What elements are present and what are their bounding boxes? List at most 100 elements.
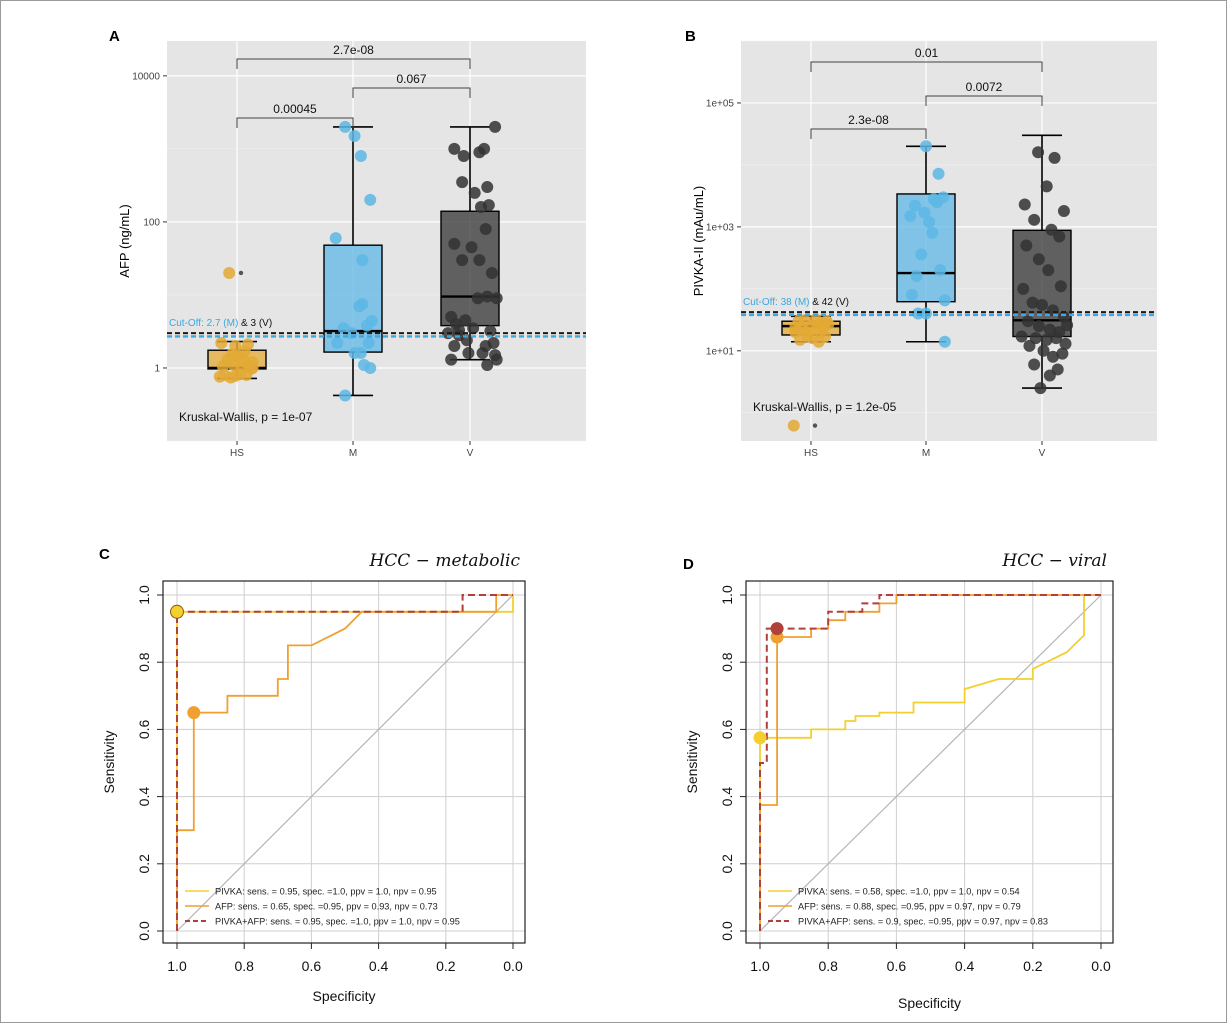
data-point-v <box>489 349 502 362</box>
box-iqr <box>323 244 383 353</box>
cutoff-label: Cut-Off: 2.7 (M) & 3 (V) <box>169 318 272 329</box>
data-point-hs <box>246 356 259 369</box>
panel-letter: B <box>685 28 696 45</box>
legend-entry: PIVKA: sens. = 0.95, spec. =1.0, ppv = 1… <box>215 887 437 897</box>
data-point-hs <box>789 326 802 339</box>
data-point-v <box>471 292 484 305</box>
y-tick-label: 0.8 <box>136 652 152 672</box>
data-point-v <box>1018 198 1031 211</box>
comparison-bracket <box>810 128 927 139</box>
legend: PIVKA: sens. = 0.58, spec. =1.0, ppv = 1… <box>768 887 1048 927</box>
panel-letter: D <box>683 556 694 573</box>
data-point-v <box>1046 350 1059 363</box>
comparison-bracket <box>925 95 1043 106</box>
data-point-v <box>456 254 469 267</box>
legend-entry: AFP: sens. = 0.88, spec. =0.95, ppv = 0.… <box>798 902 1021 912</box>
data-point-v <box>1028 213 1041 226</box>
data-point-v <box>468 186 481 199</box>
x-tick-label: V <box>1039 448 1046 459</box>
data-point-m <box>904 209 917 222</box>
x-tick-label: M <box>922 448 930 459</box>
x-tick-label: 0.2 <box>1023 958 1043 974</box>
data-point-m <box>348 347 361 360</box>
y-tick-label: 0.4 <box>136 787 152 807</box>
data-point-m <box>918 206 931 219</box>
data-point-m <box>923 215 936 228</box>
data-point-v <box>1054 280 1067 293</box>
data-point-m <box>339 389 352 402</box>
data-point-v <box>479 222 492 235</box>
legend-entry: AFP: sens. = 0.65, spec. =0.95, ppv = 0.… <box>215 902 438 912</box>
y-tick-label: 0.4 <box>719 787 735 807</box>
data-point-v <box>482 199 495 212</box>
data-point-hs <box>812 335 825 348</box>
data-point-v <box>1026 296 1039 309</box>
y-tick-label: 1e+05 <box>706 98 735 109</box>
roc-curve-afp <box>176 594 513 931</box>
data-point-hs <box>215 336 228 349</box>
comparison-bracket <box>236 58 471 69</box>
y-tick-label: 0.0 <box>136 921 152 941</box>
x-tick-label: 0.0 <box>503 958 523 974</box>
cutoff-label-m: Cut-Off: 38 (M) <box>743 297 810 308</box>
x-tick-label: HS <box>230 448 244 459</box>
roc-curve-pivka <box>759 595 1085 931</box>
operating-point-pivka <box>170 604 184 619</box>
diagonal-reference <box>176 594 514 932</box>
cutoff-label-m: Cut-Off: 2.7 (M) <box>169 318 238 329</box>
legend-entry: PIVKA+AFP: sens. = 0.9, spec. =0.95, ppv… <box>798 917 1048 927</box>
data-point-hs <box>787 419 800 432</box>
legend-entry: PIVKA: sens. = 0.58, spec. =1.0, ppv = 1… <box>798 887 1020 897</box>
y-tick-label: 0.0 <box>719 921 735 941</box>
data-point-v <box>1048 151 1061 164</box>
data-point-v <box>476 347 489 360</box>
y-axis-label: PIVKA-II (mAu/mL) <box>691 186 706 297</box>
panel-d: D HCC − viral 1.0 0.8 0.6 0.4 0.2 0.0 0.0 0.2 0.4 0… <box>683 551 1114 1011</box>
y-tick-label: 1.0 <box>719 585 735 605</box>
data-point-v <box>1020 239 1033 252</box>
data-point-v <box>1021 315 1034 328</box>
comparison-bracket <box>810 61 1043 72</box>
data-point-v <box>1042 264 1055 277</box>
y-tick-label: 100 <box>143 217 160 228</box>
data-point-v <box>457 149 470 162</box>
y-axis-label: Sensitivity <box>101 730 117 793</box>
data-point-v <box>1046 304 1059 317</box>
comparison-p-value: 2.3e-08 <box>848 113 889 127</box>
data-point-v <box>1045 223 1058 236</box>
data-point-v <box>1032 146 1045 159</box>
cutoff-label: Cut-Off: 38 (M) & 42 (V) <box>743 297 849 308</box>
data-point-m <box>354 149 367 162</box>
data-point-v <box>459 314 472 327</box>
comparison-bracket <box>352 87 471 98</box>
data-point-v <box>467 322 480 335</box>
data-point-v <box>489 120 502 133</box>
diagonal-reference <box>759 594 1102 932</box>
data-point-m <box>362 336 375 349</box>
data-point-m <box>364 193 377 206</box>
data-point-m <box>937 191 950 204</box>
data-point-v <box>490 292 503 305</box>
operating-point-pivka-afp <box>770 622 784 636</box>
data-point-m <box>932 167 945 180</box>
y-axis-label: AFP (ng/mL) <box>117 204 132 277</box>
data-point-v <box>1017 282 1030 295</box>
data-point-v <box>1061 319 1074 332</box>
x-tick-label: 0.8 <box>234 958 254 974</box>
data-point-v <box>1040 333 1053 346</box>
panel-c: C HCC − metabolic 1.0 0.8 0.6 0.4 0.2 0.0 0.0 0.2… <box>99 546 526 1004</box>
y-tick-label: 1 <box>154 363 160 374</box>
comparison-p-value: 0.01 <box>915 46 939 60</box>
legend-entry: PIVKA+AFP: sens. = 0.95, spec. =1.0, ppv… <box>215 917 460 927</box>
data-point-v <box>448 339 461 352</box>
data-point-hs <box>241 338 254 351</box>
operating-point-pivka <box>753 731 767 745</box>
data-point-v <box>1037 344 1050 357</box>
data-point-m <box>920 140 932 153</box>
data-point-v <box>1023 339 1036 352</box>
data-point-m <box>920 307 932 320</box>
x-tick-label: HS <box>804 448 818 459</box>
data-point-v <box>1032 253 1045 266</box>
kruskal-wallis-label: Kruskal-Wallis, p = 1e-07 <box>179 410 313 424</box>
